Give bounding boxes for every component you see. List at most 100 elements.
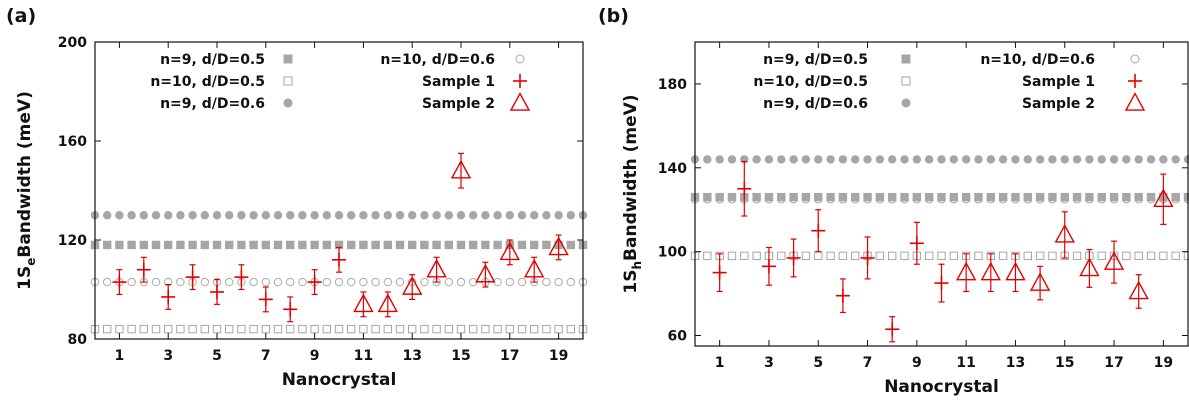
reference-marker [371, 240, 380, 250]
y-tick-label: 140 [658, 161, 687, 177]
reference-marker [200, 240, 209, 250]
reference-marker [924, 195, 934, 204]
reference-marker [164, 240, 173, 250]
reference-marker [237, 240, 246, 250]
x-tick-label: 9 [912, 355, 922, 371]
legend-marker [901, 54, 911, 64]
data-point [112, 269, 127, 296]
reference-marker [505, 211, 514, 220]
reference-marker [1146, 155, 1156, 164]
legend-label: Sample 1 [1022, 74, 1095, 90]
reference-marker [863, 192, 872, 202]
reference-marker [986, 192, 995, 202]
reference-marker [838, 192, 848, 202]
reference-marker [444, 277, 453, 287]
x-axis: 1 3 5 7 9 11 13 15 17 19 [115, 42, 568, 364]
data-point [761, 246, 776, 286]
legend-item: n=9, d/D=0.6 [160, 96, 293, 112]
reference-marker [777, 195, 786, 204]
reference-marker [225, 211, 234, 220]
y-axis: 60 100 140 180 [658, 77, 1188, 345]
reference-marker [554, 324, 563, 334]
reference-marker [188, 211, 197, 220]
reference-marker [395, 324, 405, 334]
x-tick-label: 1 [115, 348, 125, 364]
reference-marker [838, 195, 848, 204]
reference-marker [566, 277, 575, 287]
reference-marker [481, 240, 490, 250]
reference-marker [237, 324, 246, 334]
reference-marker [347, 324, 356, 334]
reference-marker [1122, 155, 1131, 164]
reference-marker [408, 211, 417, 220]
reference-marker [347, 211, 356, 220]
reference-marker [888, 155, 897, 164]
reference-marker [456, 240, 466, 250]
data-marker [450, 159, 472, 179]
reference-marker [542, 211, 551, 220]
reference-marker [517, 211, 527, 220]
reference-marker [493, 240, 502, 250]
series-sample-2 [955, 173, 1174, 309]
reference-marker [420, 211, 429, 220]
reference-marker [875, 195, 885, 204]
reference-marker [789, 155, 798, 164]
reference-marker [103, 277, 112, 287]
reference-marker [542, 240, 551, 250]
data-point [934, 263, 949, 303]
reference-marker [1134, 155, 1143, 164]
reference-marker [1097, 195, 1106, 204]
reference-marker [261, 324, 271, 334]
reference-marker [456, 277, 466, 287]
y-axis-label: 1ShBandwidth (meV) [621, 94, 644, 293]
reference-marker [383, 324, 393, 334]
reference-marker [740, 251, 749, 261]
reference-marker [888, 251, 897, 261]
data-point [737, 160, 752, 217]
reference-marker [801, 251, 811, 261]
x-tick-label: 15 [1055, 355, 1074, 371]
x-tick-label: 11 [956, 355, 975, 371]
reference-marker [188, 324, 197, 334]
reference-marker [286, 240, 295, 250]
legend-marker [283, 76, 293, 86]
reference-marker [900, 195, 909, 204]
x-tick-label: 3 [764, 355, 774, 371]
reference-lines [690, 155, 1189, 261]
reference-marker [298, 324, 307, 334]
reference-marker [469, 211, 478, 220]
reference-marker [1183, 192, 1189, 202]
reference-marker [517, 240, 527, 250]
reference-marker [826, 192, 835, 202]
data-point [426, 256, 447, 283]
reference-marker [298, 240, 307, 250]
reference-marker [789, 195, 798, 204]
reference-marker [164, 324, 173, 334]
reference-marker [408, 324, 417, 334]
reference-marker [1085, 195, 1094, 204]
data-marker [283, 302, 298, 317]
reference-marker [924, 251, 934, 261]
reference-marker [444, 211, 453, 220]
data-marker [258, 292, 273, 307]
reference-marker [1109, 195, 1119, 204]
data-point [307, 269, 322, 296]
reference-marker [1146, 251, 1156, 261]
reference-marker [261, 211, 270, 220]
data-marker [786, 250, 801, 265]
legend-marker [1128, 74, 1142, 88]
reference-marker [912, 155, 922, 164]
data-marker [475, 263, 496, 283]
data-marker [980, 261, 1001, 281]
reference-marker [752, 195, 761, 204]
reference-marker [851, 155, 860, 164]
reference-marker [286, 277, 295, 287]
reference-line-3 [90, 211, 588, 220]
reference-marker [286, 324, 295, 334]
data-marker [761, 259, 776, 274]
reference-marker [1035, 195, 1045, 204]
reference-marker [998, 155, 1008, 164]
reference-marker [1085, 192, 1094, 202]
reference-marker [127, 211, 136, 220]
reference-marker [727, 155, 737, 164]
